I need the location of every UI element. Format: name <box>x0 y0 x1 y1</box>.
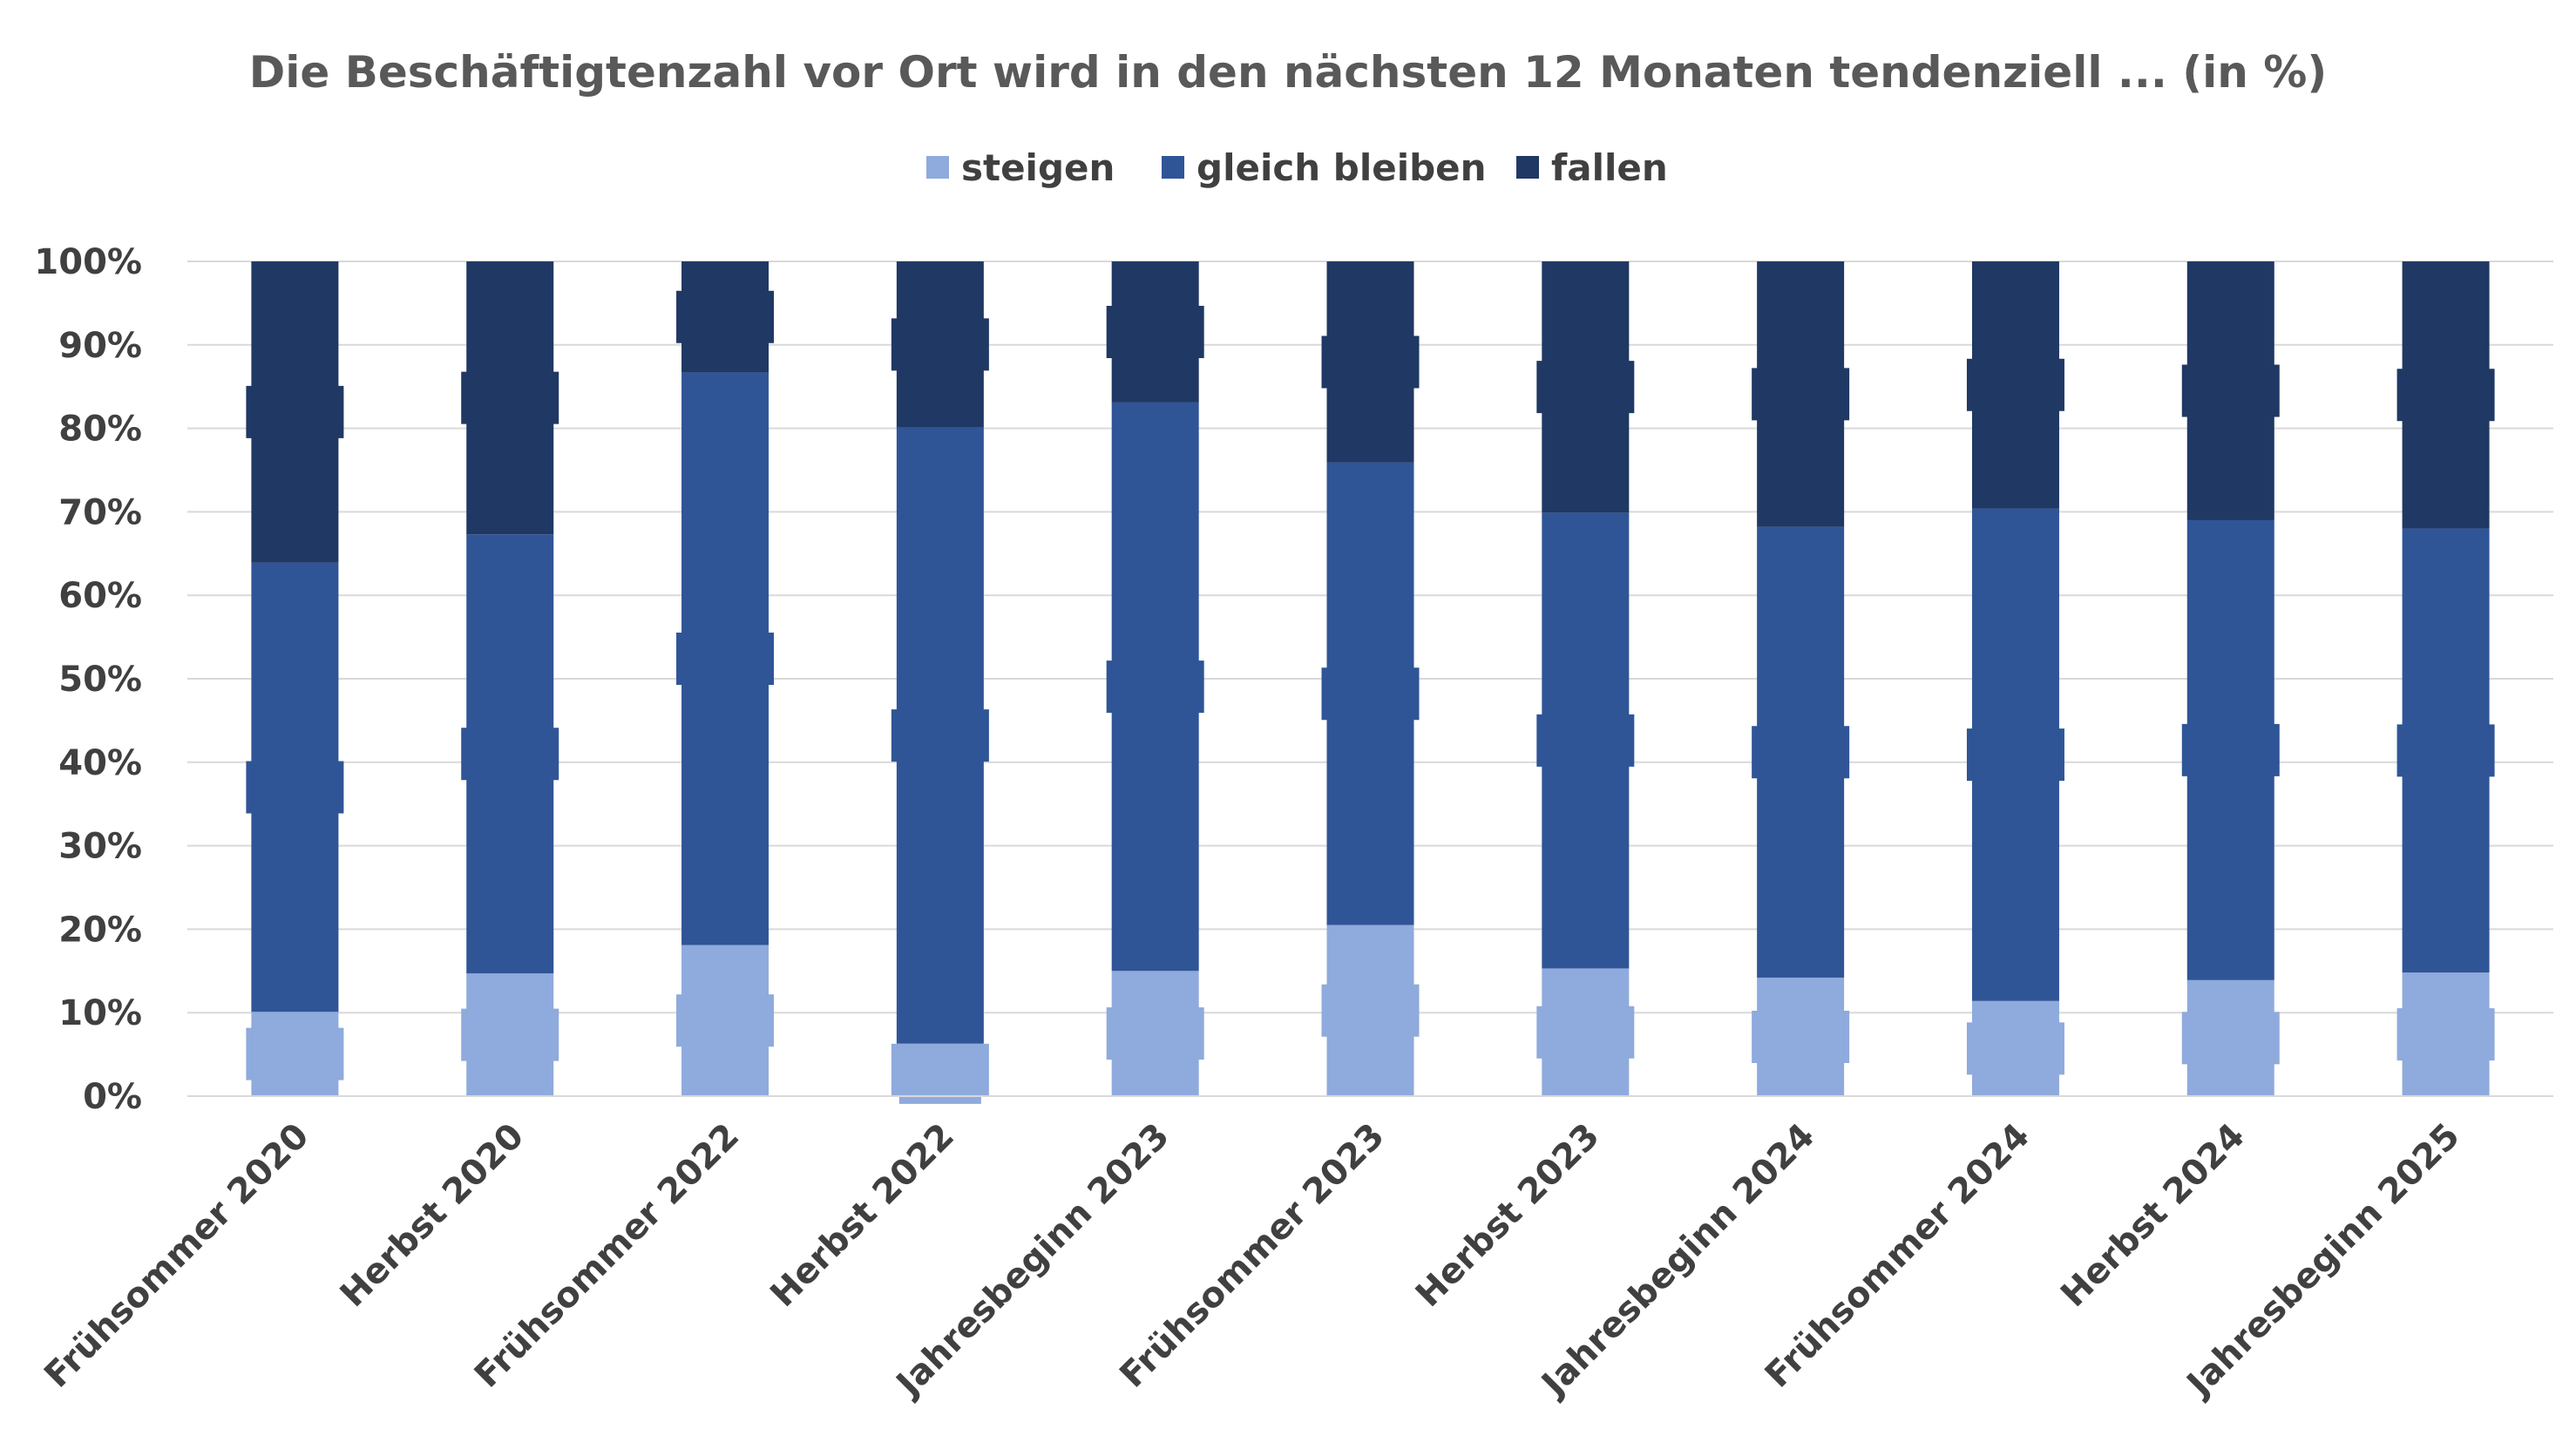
y-tick-label: 30% <box>58 827 142 867</box>
legend-swatch <box>1516 156 1539 179</box>
y-tick-label: 90% <box>58 326 142 366</box>
bar-segment <box>1542 968 1630 1096</box>
bar-segment <box>466 534 554 974</box>
x-tick-label: Herbst 2022 <box>763 1116 962 1316</box>
bar-segment <box>1757 526 1845 978</box>
bar-segment <box>681 945 769 1096</box>
bar-segment <box>1971 508 2059 1001</box>
bar-segment <box>2186 519 2274 980</box>
bars: 10,153,836,114,752,632,718,168,613,36,37… <box>246 261 2495 1104</box>
bar-segment <box>1542 261 1630 513</box>
bar-segment <box>1757 977 1845 1096</box>
bar-segment <box>681 261 769 373</box>
bar-segment <box>896 427 984 1044</box>
bar-segment <box>466 261 554 535</box>
bar-segment <box>251 261 339 563</box>
bar-segment <box>1542 512 1630 969</box>
bar-segment <box>2402 261 2490 529</box>
y-tick-label: 40% <box>58 743 142 783</box>
bar-segment <box>251 562 339 1012</box>
x-tick-label: Herbst 2024 <box>2053 1116 2253 1316</box>
bar-segment <box>1111 971 1199 1096</box>
x-tick-label: Frühsommer 2020 <box>37 1116 316 1396</box>
y-tick-label: 50% <box>58 660 142 700</box>
y-tick-label: 0% <box>83 1077 142 1117</box>
x-tick-label: Herbst 2023 <box>1408 1116 1608 1316</box>
bar-segment <box>1326 462 1414 925</box>
bar-segment <box>2186 261 2274 520</box>
y-tick-label: 60% <box>58 576 142 616</box>
legend-swatch <box>926 156 949 179</box>
bar-segment <box>1757 261 1845 527</box>
legend-label: fallen <box>1551 146 1668 189</box>
bar-segment <box>1111 402 1199 972</box>
chart-title: Die Beschäftigtenzahl vor Ort wird in de… <box>249 47 2327 98</box>
bar-segment <box>2402 972 2490 1096</box>
bar-segment <box>1326 924 1414 1096</box>
bar-segment <box>681 372 769 945</box>
bar-segment <box>896 261 984 428</box>
bar-segment <box>1971 1000 2059 1096</box>
y-tick-label: 100% <box>34 242 142 282</box>
bar-segment <box>1971 261 2059 509</box>
y-tick-label: 10% <box>58 993 142 1033</box>
bar-segment <box>466 973 554 1096</box>
bar-segment <box>251 1012 339 1096</box>
bar-segment <box>1326 261 1414 463</box>
y-axis: 0% 10% 20% 30% 40% 50% 60% 70% 80% 90% 100% <box>34 242 142 1117</box>
legend-label: gleich bleiben <box>1196 146 1487 189</box>
y-tick-label: 70% <box>58 492 142 532</box>
bar-segment <box>2186 979 2274 1096</box>
x-tick-label: Herbst 2020 <box>333 1116 532 1316</box>
bar-segment <box>2402 528 2490 973</box>
y-tick-label: 20% <box>58 910 142 950</box>
legend: steigen gleich bleiben fallen <box>926 146 1668 189</box>
legend-label: steigen <box>961 146 1115 189</box>
bar-segment <box>1111 261 1199 403</box>
legend-swatch <box>1162 156 1184 179</box>
bar-segment <box>896 1043 984 1096</box>
y-tick-label: 80% <box>58 410 142 450</box>
